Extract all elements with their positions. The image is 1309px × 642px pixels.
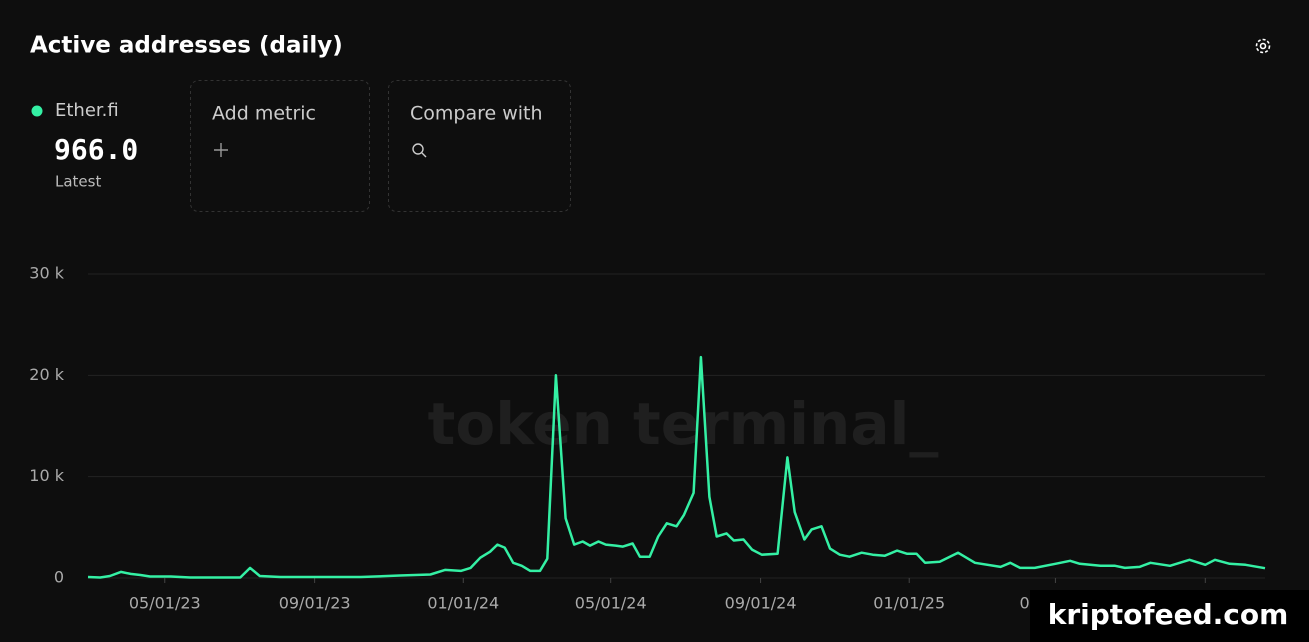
compare-card[interactable] [388,80,571,212]
series-line [87,355,1266,579]
latest-label: Latest [55,173,101,191]
overlay-box [1030,590,1309,642]
x-tick-label: 09/01/23 [279,594,351,613]
watermark: token terminal_ [428,390,939,458]
x-tick-label: 01/01/24 [427,594,499,613]
settings-icon[interactable] [1255,38,1271,54]
search-icon [412,143,427,158]
x-tick-label: 05/01/23 [129,594,201,613]
x-tick-label: 09/01/24 [725,594,797,613]
x-tick-label: 01/01/25 [873,594,945,613]
x-tick-label: 05/01/24 [575,594,647,613]
y-tick-label: 30 k [29,264,64,283]
y-tick-label: 20 k [29,365,64,384]
add-metric-label[interactable]: Add metric [212,103,316,125]
latest-value: 966.0 [54,133,138,166]
y-tick-label: 0 [54,568,64,587]
y-tick-label: 10 k [29,466,64,485]
compare-label[interactable]: Compare with [410,103,543,125]
add-metric-card[interactable] [190,80,370,212]
title: Active addresses (daily) [30,33,343,59]
legend-name: Ether.fi [55,100,119,121]
overlay-text: kriptofeed.com [1048,598,1289,631]
plus-icon [214,143,228,157]
legend-dot [31,105,43,117]
